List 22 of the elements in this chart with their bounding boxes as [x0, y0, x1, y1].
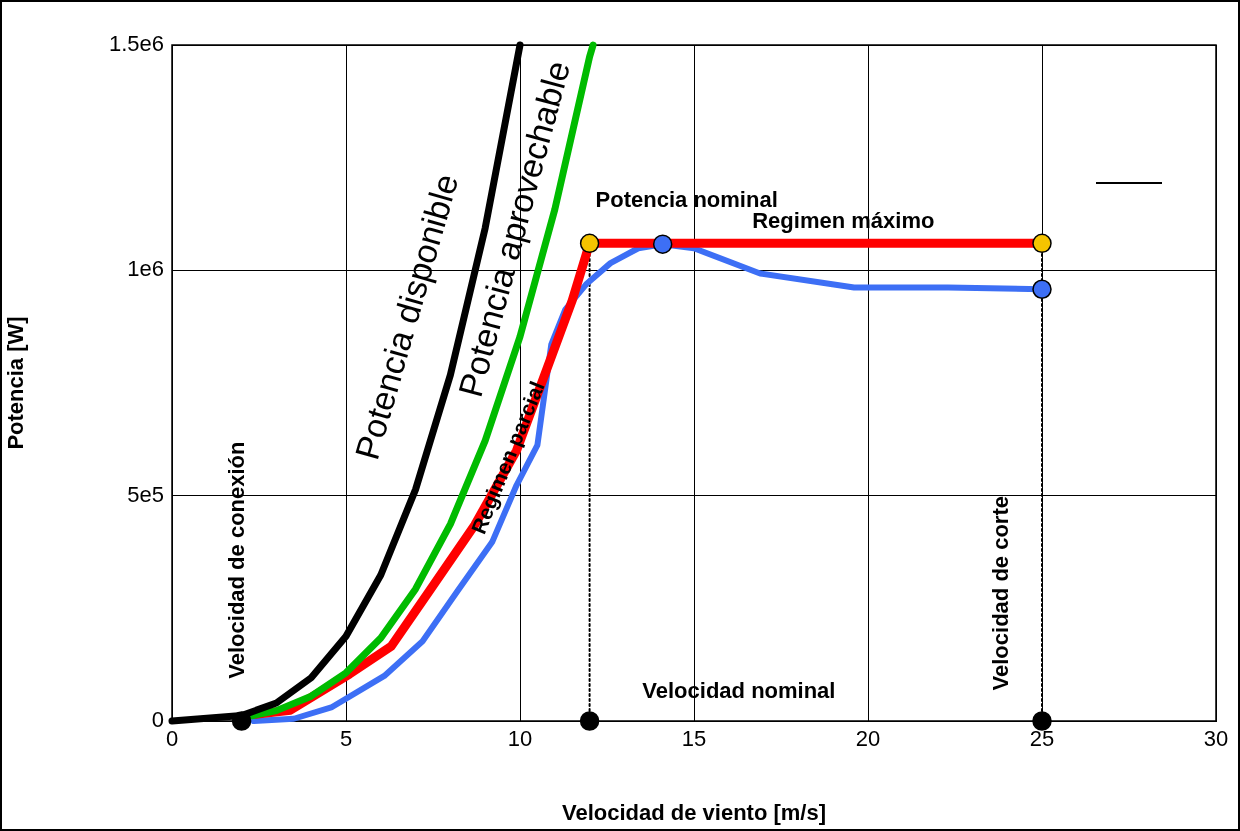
y-axis-title: Potencia [W]	[3, 316, 29, 450]
x-tick-label: 30	[1203, 726, 1229, 752]
point	[1032, 279, 1052, 300]
x-tick-label: 20	[855, 726, 881, 752]
annotation: Velocidad de conexión	[223, 441, 249, 679]
x-tick-label: 5	[339, 726, 353, 752]
x-tick-label: 10	[507, 726, 533, 752]
annotation: Potencia nominal	[595, 187, 778, 213]
y-tick-label: 1e6	[127, 256, 164, 282]
y-tick-label: 1.5e6	[108, 31, 164, 57]
point	[579, 233, 600, 254]
point	[231, 711, 252, 731]
point	[1032, 233, 1052, 254]
point	[579, 711, 600, 731]
point	[652, 234, 673, 254]
x-axis-title: Velocidad de viento [m/s]	[561, 799, 827, 825]
annotation: Velocidad de corte	[988, 496, 1014, 691]
y-tick-label: 0	[151, 707, 164, 733]
x-tick-label: 25	[1029, 726, 1055, 752]
point	[1032, 711, 1052, 731]
x-tick-label: 15	[681, 726, 707, 752]
y-tick-label: 5e5	[127, 481, 164, 507]
